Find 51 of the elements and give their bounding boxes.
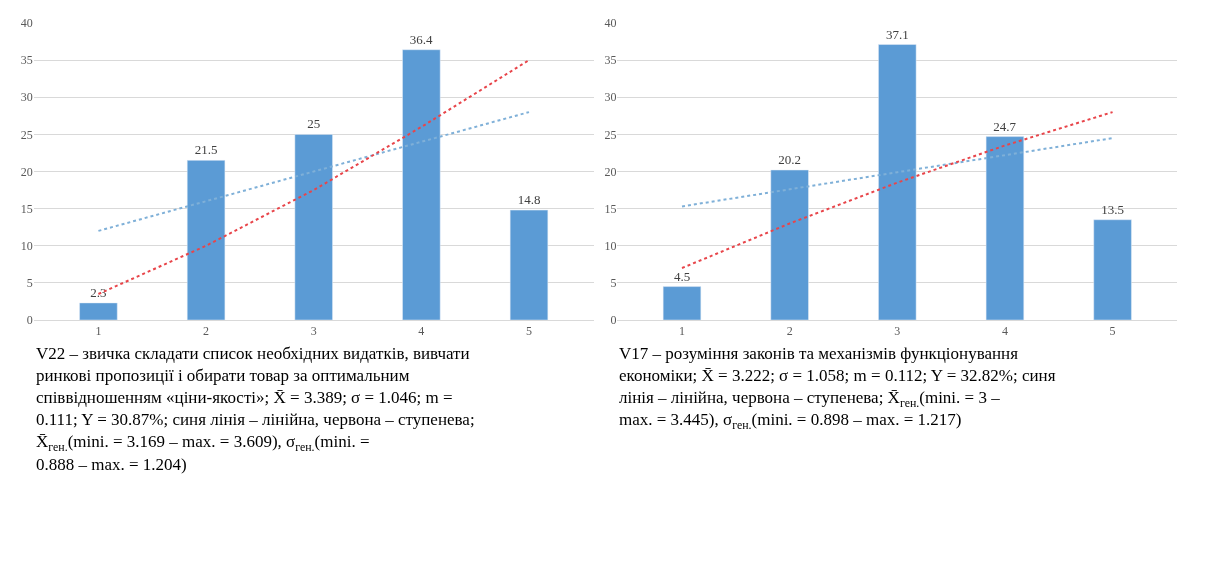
y-tick-label: 0 [610,313,617,328]
data-label: 37.1 [885,26,909,42]
y-tick-label: 10 [604,238,617,253]
data-label: 21.5 [194,142,218,158]
bar [770,169,809,320]
x-tick-label: 1 [679,324,685,339]
data-label: 14.8 [517,192,541,208]
bar [878,44,917,320]
data-label: 24.7 [993,118,1017,134]
y-tick-label: 35 [20,53,33,68]
bar [662,286,702,320]
bar [985,136,1025,320]
y-tick-label: 25 [604,127,617,142]
y-tick-label: 15 [604,201,617,216]
text: V22 – звичка складати список необхідних видатків, вивчати ринкові пропозиції і обирати товар за оптимальним співвідношенням «ціни-якості»; X̄ = 3.389; σ = 1.046; m = 0.111; Y = 30.87%; синя лінія – лінійна, червона – ступенева; X̄$_{ген.}$(mini. = 3.169 – max. = 3.609), σ$_{ген.}$(mini. = 0.888 – max. = 1.204) [36,344,475,474]
x-tick-label: 5 [1109,324,1116,339]
y-tick-label: 25 [20,127,33,142]
bar [79,302,118,320]
x-tick-label: 4 [1001,324,1008,339]
y-tick-label: 40 [20,16,33,31]
y-tick-label: 5 [610,276,617,291]
x-tick-label: 3 [894,324,901,339]
bar [402,49,441,320]
x-tick-label: 3 [310,324,317,339]
data-label: 13.5 [1101,201,1124,217]
y-tick-label: 15 [20,201,33,216]
x-tick-label: 2 [786,324,793,339]
y-tick-label: 10 [20,238,33,253]
y-tick-label: 20 [604,164,617,179]
line-series [681,137,1114,208]
text: V17 – розуміння законів та механізмів функціонування економіки; X̄ = 3.222; σ = 1.058; m = 0.112; Y = 32.82%; синя лінія – лінійна, червона – ступенева; X̄$_{ген.}$(mini. = 3 – max. = 3.445), σ$_{ген.}$(mini. = 0.898 – max. = 1.217) [619,344,1056,432]
y-tick-label: 35 [604,53,617,68]
y-tick-label: 30 [604,90,617,105]
x-tick-label: 1 [95,324,102,339]
bar [186,160,226,320]
data-label: 20.2 [778,152,802,168]
y-tick-label: 0 [26,313,33,328]
y-tick-label: 20 [20,164,33,179]
data-label: 4.5 [673,268,691,284]
data-label: 25 [307,116,321,132]
bar [509,209,549,320]
x-tick-label: 4 [418,324,425,339]
y-tick-label: 5 [26,276,33,291]
data-label: 2.3 [90,284,107,300]
x-tick-label: 5 [526,324,532,339]
bar [294,134,333,320]
x-tick-label: 2 [203,324,210,339]
y-tick-label: 30 [20,90,33,105]
bar [1093,219,1132,320]
data-label: 36.4 [409,31,433,47]
y-tick-label: 40 [604,16,617,31]
